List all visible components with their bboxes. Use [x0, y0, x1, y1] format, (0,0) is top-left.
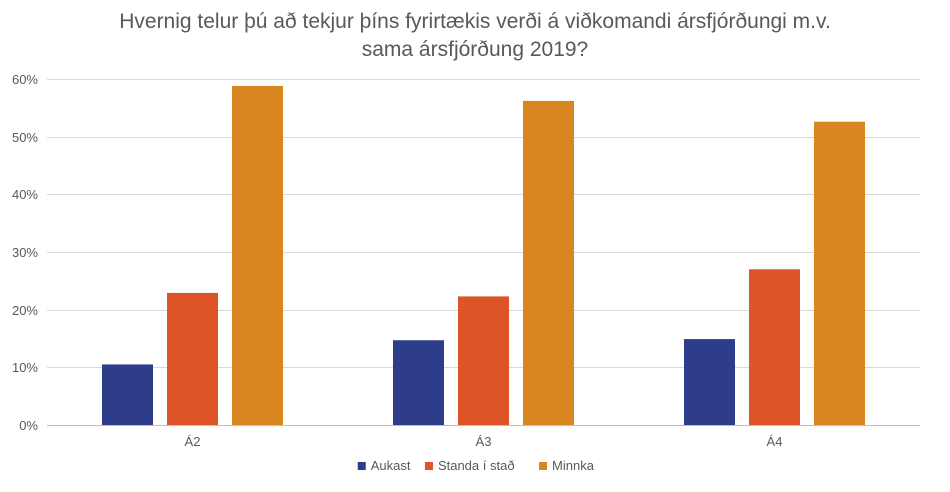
legend-swatch	[424, 462, 433, 470]
bar	[393, 340, 444, 425]
bar	[102, 364, 153, 425]
x-tick-label: Á2	[185, 434, 201, 449]
bars	[102, 85, 865, 426]
bar	[232, 85, 283, 426]
x-axis-ticks: Á2 Á3 Á4	[185, 434, 783, 449]
y-tick-label: 60%	[12, 72, 38, 87]
y-tick-label: 0%	[19, 418, 38, 433]
bar	[684, 339, 735, 425]
chart-title: Hvernig telur þú að tekjur þíns fyrirtæk…	[0, 8, 950, 64]
legend-label: Minnka	[552, 458, 595, 473]
y-tick-label: 40%	[12, 187, 38, 202]
y-tick-label: 10%	[12, 360, 38, 375]
legend-swatch	[539, 462, 548, 470]
bar	[458, 296, 509, 425]
y-tick-label: 50%	[12, 130, 38, 145]
x-tick-label: Á4	[767, 434, 783, 449]
legend: Aukast Standa í stað Minnka	[357, 458, 595, 473]
bar	[167, 292, 218, 425]
bar	[749, 269, 800, 425]
legend-label: Aukast	[371, 458, 411, 473]
y-tick-label: 30%	[12, 245, 38, 260]
legend-label: Standa í stað	[438, 458, 515, 473]
chart-title-line-2: sama ársfjórðung 2019?	[361, 38, 589, 61]
x-tick-label: Á3	[476, 434, 492, 449]
bar	[814, 121, 865, 425]
legend-swatch	[357, 462, 366, 470]
chart-title-line-1: Hvernig telur þú að tekjur þíns fyrirtæk…	[119, 10, 831, 33]
y-tick-label: 20%	[12, 303, 38, 318]
y-axis-ticks: 0% 10% 20% 30% 40% 50% 60%	[12, 72, 38, 433]
bar	[523, 100, 574, 425]
